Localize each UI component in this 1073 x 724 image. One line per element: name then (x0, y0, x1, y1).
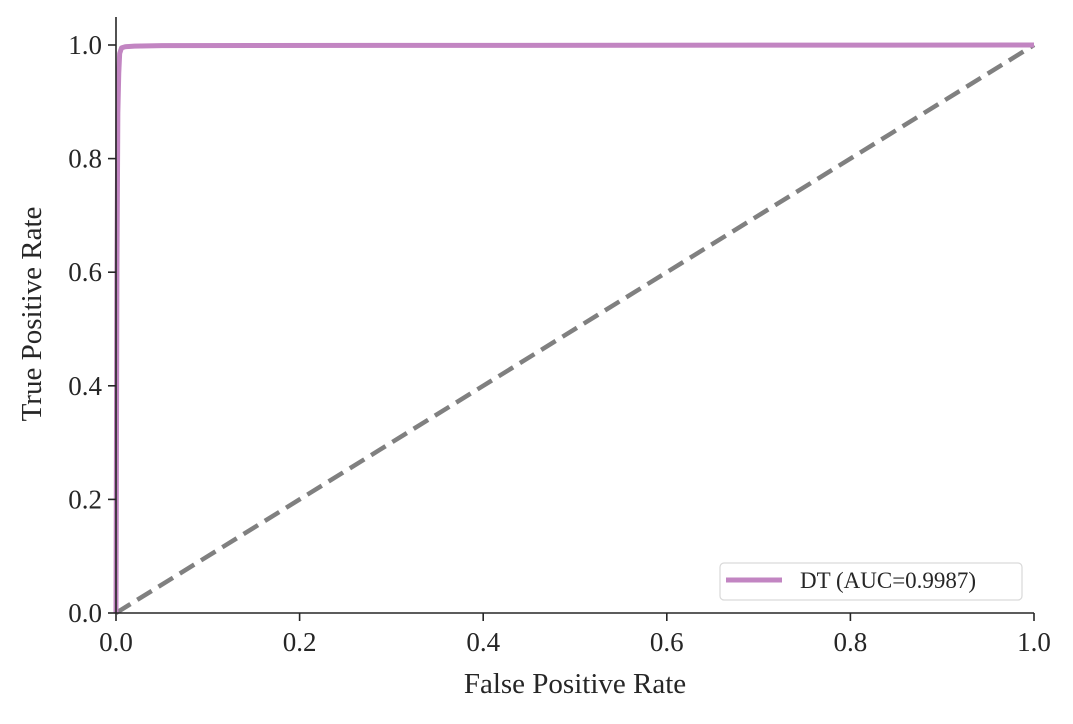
x-tick-label: 0.0 (99, 627, 133, 657)
y-axis-label: True Positive Rate (16, 207, 48, 422)
x-tick-label: 0.6 (650, 627, 684, 657)
plot-area (113, 42, 1036, 615)
series-line-dt (113, 42, 1035, 614)
chance-diagonal-line (114, 43, 1036, 615)
y-tick-label: 0.2 (68, 484, 102, 514)
x-tick-label: 0.4 (466, 627, 500, 657)
x-tick-label: 0.8 (834, 627, 868, 657)
legend: DT (AUC=0.9987) (719, 562, 1023, 601)
y-tick-label: 0.6 (68, 257, 102, 287)
legend-box (719, 562, 1023, 601)
y-tick-label: 0.4 (68, 371, 102, 401)
x-axis-label: False Positive Rate (464, 668, 686, 700)
y-tick-label: 0.8 (68, 144, 102, 174)
y-tick-label: 1.0 (68, 30, 102, 60)
axes: 0.0 0.2 0.4 0.6 0.8 1.0 0.0 0.2 0.4 0.6 0.8 1.0 (68, 17, 1051, 657)
legend-entry-dt: DT (AUC=0.9987) (800, 568, 976, 593)
y-tick-label: 0.0 (68, 598, 102, 628)
x-tick-label: 1.0 (1017, 627, 1051, 657)
x-tick-label: 0.2 (283, 627, 317, 657)
